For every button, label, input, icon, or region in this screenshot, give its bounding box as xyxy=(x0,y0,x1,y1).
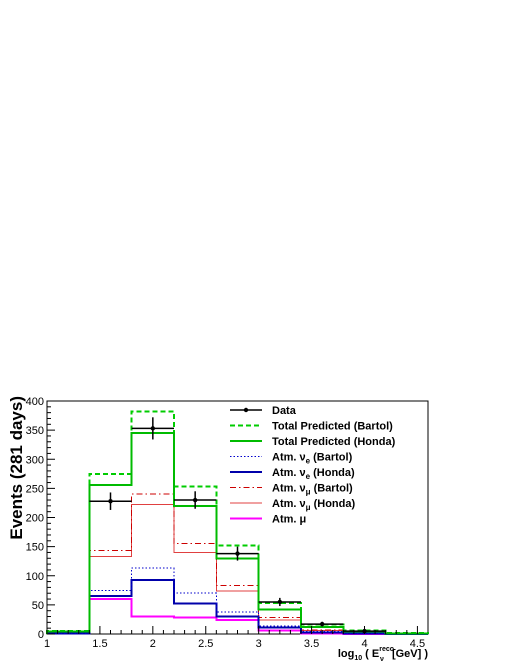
y-tick-label: 200 xyxy=(26,513,44,525)
data-marker xyxy=(192,497,198,503)
y-tick-label: 350 xyxy=(26,425,44,437)
legend-entry: Data xyxy=(230,405,297,417)
y-tick-label: 0 xyxy=(38,629,44,641)
x-tick-label: 4.5 xyxy=(410,638,425,650)
legend-entry: Atm. νμ (Honda) xyxy=(230,498,355,512)
x-axis-label-prefix-sub: 10 xyxy=(354,655,362,662)
legend-label: Atm. νe (Bartol) xyxy=(272,452,353,466)
x-tick-label: 2.5 xyxy=(198,638,213,650)
series-line-0 xyxy=(46,410,429,634)
data-marker xyxy=(235,551,240,556)
x-axis-label-open: ( E xyxy=(362,648,379,660)
x-tick-label: 1.5 xyxy=(92,638,107,650)
legend-entry: Total Predicted (Honda) xyxy=(230,436,396,448)
data-point xyxy=(258,597,301,607)
legend-label: Atm. νμ (Bartol) xyxy=(272,483,353,497)
legend-entry: Atm. νμ (Bartol) xyxy=(230,483,353,497)
data-point xyxy=(301,621,344,627)
x-tick-label: 2 xyxy=(150,638,156,650)
legend-marker xyxy=(243,407,249,413)
series-line-4 xyxy=(46,493,429,634)
y-tick-label: 400 xyxy=(26,396,44,408)
data-marker xyxy=(150,426,156,431)
series-line-1 xyxy=(46,432,429,635)
legend-entry: Atm. νe (Honda) xyxy=(230,467,355,481)
x-axis-label-sup: reco xyxy=(379,646,394,653)
data-point xyxy=(131,417,174,440)
series-line-5 xyxy=(46,504,429,634)
series-line-2 xyxy=(46,567,428,635)
series-line-3 xyxy=(46,578,428,635)
legend-entry: Total Predicted (Bartol) xyxy=(230,421,393,433)
x-axis-label-close: [GeV] ) xyxy=(392,648,428,660)
data-point xyxy=(89,492,132,510)
legend-entry: Atm. μ xyxy=(230,514,306,526)
y-axis-label: Events (281 days) xyxy=(7,396,26,540)
y-tick-label: 250 xyxy=(26,483,44,495)
legend-label: Total Predicted (Bartol) xyxy=(272,421,393,433)
data-points xyxy=(89,417,386,634)
y-tick-label: 50 xyxy=(32,600,44,612)
legend-label: Atm. νμ (Honda) xyxy=(272,498,355,512)
data-point xyxy=(216,546,259,561)
data-marker xyxy=(277,599,283,605)
legend: Data Total Predicted (Bartol) Total Predic… xyxy=(230,405,396,526)
x-tick-label: 3.5 xyxy=(304,638,319,650)
x-tick-label: 3 xyxy=(256,638,262,650)
data-marker xyxy=(319,621,325,627)
x-tick-label: 1 xyxy=(44,638,50,650)
x-tick-label: 4 xyxy=(361,638,367,650)
legend-label: Atm. μ xyxy=(272,514,306,526)
x-axis-label-prefix: log xyxy=(338,648,355,660)
legend-entry: Atm. νe (Bartol) xyxy=(230,452,353,466)
y-tick-label: 150 xyxy=(26,542,44,554)
y-tick-label: 100 xyxy=(26,571,44,583)
legend-label: Atm. νe (Honda) xyxy=(272,467,355,481)
x-axis-label-sub: ν xyxy=(380,656,384,663)
legend-label: Data xyxy=(272,405,297,417)
data-marker xyxy=(108,498,113,504)
y-tick-label: 300 xyxy=(26,454,44,466)
axes: 0 50 100 150 200 250 300 350 400 1 1.5 2 2.5 3 3.5 4 4.5 xyxy=(26,396,425,650)
legend-label: Total Predicted (Honda) xyxy=(272,436,396,448)
data-point xyxy=(174,491,217,509)
x-axis-label: log10 ( Ereco ν [GeV] ) xyxy=(338,646,429,663)
